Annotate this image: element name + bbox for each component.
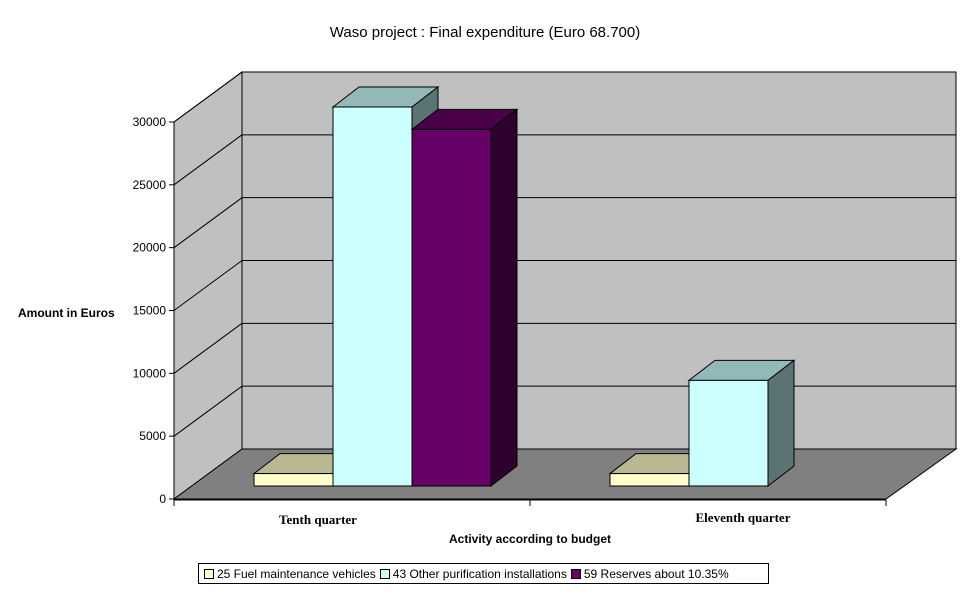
y-tick-label: 15000 [133, 304, 167, 318]
gridline-side [173, 71, 243, 123]
legend-swatch-fuel [204, 568, 214, 579]
legend: 25 Fuel maintenance vehicles 43 Other pu… [198, 563, 769, 584]
y-ticks: 0 5000 10000 15000 20000 25000 30000 [133, 115, 174, 506]
y-tick-label: 0 [159, 492, 166, 506]
x-axis-title: Activity according to budget [449, 532, 611, 546]
y-tick-label: 30000 [133, 115, 167, 129]
legend-item-fuel: 25 Fuel maintenance vehicles [204, 567, 376, 581]
legend-label-reserves: 59 Reserves about 10.35% [583, 566, 729, 581]
gridline-side [173, 385, 243, 437]
bars [252, 85, 796, 488]
y-tick-label: 5000 [139, 429, 166, 443]
x-tick-label-eleventh: Eleventh quarter [696, 510, 791, 525]
chart-title: Waso project : Final expenditure (Euro 6… [330, 24, 640, 41]
legend-swatch-purification [379, 568, 390, 579]
y-axis-title: Amount in Euros [18, 306, 115, 320]
gridline-side [173, 197, 243, 249]
y-tick-label: 10000 [133, 366, 167, 380]
x-tick-label-tenth: Tenth quarter [279, 512, 357, 527]
legend-swatch-reserves [570, 568, 581, 579]
gridline-side [173, 322, 243, 374]
legend-label-purification: 43 Other purification installations [392, 566, 567, 581]
legend-item-reserves: 59 Reserves about 10.35% [570, 566, 729, 581]
legend-item-purification: 43 Other purification installations [379, 566, 567, 581]
gridline-side [173, 134, 243, 186]
legend-label-fuel: 25 Fuel maintenance vehicles [217, 566, 376, 581]
y-tick-label: 20000 [133, 241, 167, 255]
bar-0-2 [410, 108, 519, 488]
gridline-side [173, 260, 243, 311]
y-tick-label: 25000 [133, 178, 167, 192]
bar-1-1 [687, 359, 796, 488]
